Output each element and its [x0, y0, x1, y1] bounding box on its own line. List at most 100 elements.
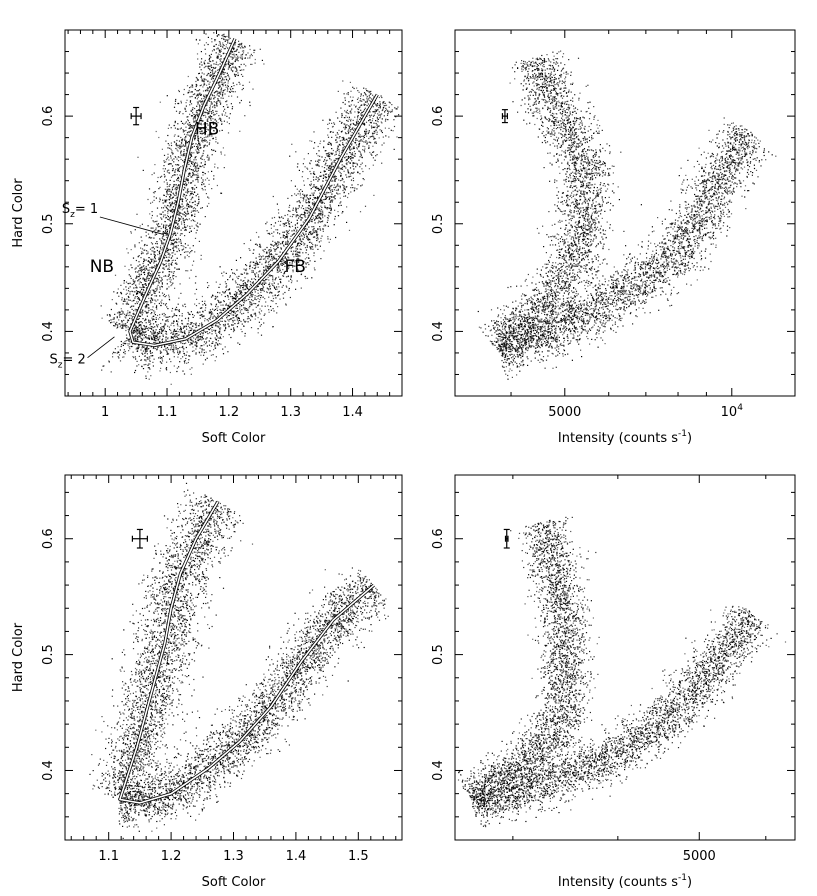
- data-point: [196, 105, 198, 107]
- data-point: [169, 349, 171, 351]
- data-point: [185, 212, 187, 215]
- data-point: [224, 81, 226, 83]
- data-point: [138, 321, 140, 323]
- data-point: [162, 271, 164, 273]
- data-point: [203, 354, 205, 356]
- data-point: [141, 267, 143, 269]
- data-point: [259, 243, 261, 245]
- data-point: [221, 72, 223, 74]
- data-point: [141, 292, 143, 294]
- data-point: [168, 225, 170, 227]
- data-point: [190, 115, 193, 117]
- data-point: [136, 213, 138, 215]
- data-point: [143, 249, 145, 251]
- data-point: [129, 348, 131, 350]
- data-point: [122, 323, 124, 325]
- data-point: [240, 279, 242, 281]
- data-point: [217, 300, 220, 302]
- data-point: [146, 303, 148, 305]
- data-point: [125, 303, 127, 305]
- data-point: [218, 86, 220, 89]
- data-point: [170, 163, 172, 165]
- data-point: [190, 154, 192, 156]
- data-point: [218, 41, 220, 43]
- data-point: [135, 259, 137, 262]
- data-point: [282, 297, 285, 299]
- data-point: [196, 167, 198, 169]
- data-point: [188, 330, 190, 332]
- data-point: [200, 258, 202, 260]
- data-point: [224, 48, 226, 50]
- data-point: [147, 364, 149, 366]
- data-point: [234, 91, 236, 93]
- data-point: [168, 198, 170, 200]
- data-point: [210, 304, 213, 306]
- data-point: [183, 348, 185, 350]
- data-point: [172, 333, 175, 335]
- data-point: [179, 239, 181, 241]
- data-point: [173, 246, 175, 248]
- data-point: [239, 292, 242, 294]
- data-point: [276, 203, 278, 205]
- data-point: [190, 251, 192, 253]
- data-point: [243, 319, 245, 321]
- data-point: [240, 44, 243, 46]
- data-point: [267, 268, 269, 270]
- data-point: [158, 332, 160, 334]
- data-point: [180, 176, 182, 178]
- data-point: [207, 118, 209, 120]
- data-point: [192, 172, 194, 174]
- data-point: [152, 326, 154, 329]
- data-point: [161, 360, 164, 362]
- data-point: [185, 185, 187, 187]
- data-point: [201, 207, 203, 209]
- data-point: [221, 272, 223, 274]
- data-point: [176, 158, 178, 160]
- data-point: [244, 307, 246, 309]
- data-point: [215, 136, 217, 138]
- data-point: [251, 291, 253, 293]
- data-point: [189, 126, 191, 128]
- data-point: [154, 336, 156, 338]
- data-point: [209, 108, 211, 110]
- data-point: [175, 346, 177, 348]
- data-point: [217, 100, 219, 102]
- data-point: [114, 352, 116, 354]
- data-point: [272, 284, 274, 286]
- data-point: [157, 176, 159, 179]
- data-point: [183, 154, 185, 156]
- data-point: [208, 179, 210, 181]
- data-point: [145, 350, 147, 352]
- data-point: [313, 230, 315, 232]
- data-point: [270, 275, 272, 277]
- data-point: [126, 292, 128, 294]
- data-point: [168, 248, 170, 251]
- data-point: [225, 46, 227, 48]
- data-point: [134, 336, 136, 338]
- data-point: [148, 188, 151, 190]
- data-point: [176, 227, 179, 229]
- data-point: [219, 283, 221, 285]
- data-point: [140, 359, 143, 361]
- data-point: [244, 277, 246, 279]
- data-point: [140, 257, 142, 259]
- data-point: [116, 352, 118, 354]
- data-point: [295, 249, 297, 251]
- data-point: [124, 316, 126, 318]
- data-point: [161, 326, 163, 328]
- data-point: [155, 317, 157, 319]
- data-point: [175, 186, 177, 188]
- data-point: [170, 257, 172, 259]
- data-point: [134, 323, 136, 325]
- data-point: [273, 282, 275, 284]
- data-point: [190, 130, 192, 132]
- data-point: [230, 67, 232, 69]
- data-point: [219, 60, 221, 62]
- data-point: [141, 266, 143, 268]
- data-point: [154, 342, 156, 344]
- data-point: [182, 159, 184, 162]
- data-point: [199, 93, 201, 95]
- data-point: [206, 84, 208, 86]
- data-point: [172, 252, 174, 254]
- data-point: [300, 287, 302, 289]
